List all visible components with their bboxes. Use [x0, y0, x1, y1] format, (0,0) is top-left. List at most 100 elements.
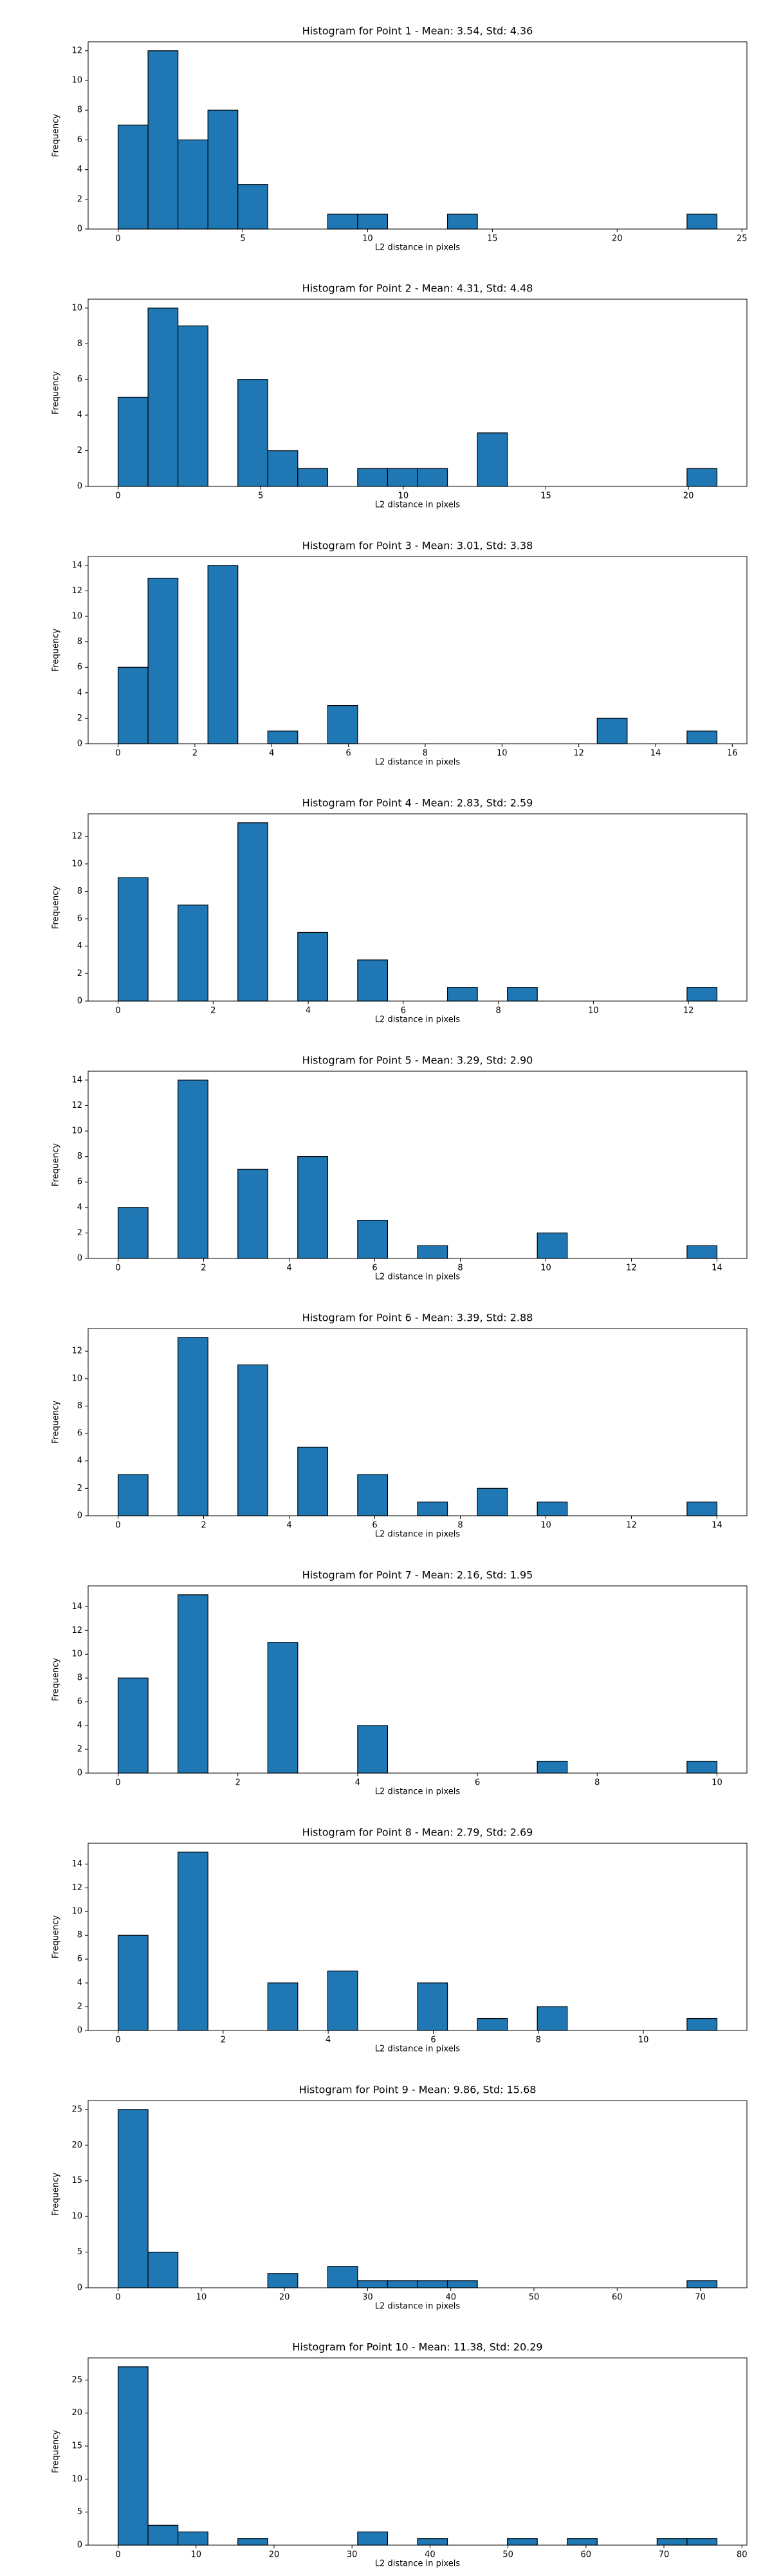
bar — [147, 308, 179, 487]
bar — [178, 1337, 208, 1516]
y-tick-label: 12 — [71, 586, 82, 596]
y-tick-label: 0 — [77, 997, 82, 1006]
bar — [237, 2538, 268, 2546]
x-tick-label: 0 — [115, 2293, 120, 2303]
chart-title: Histogram for Point 8 - Mean: 2.79, Std:… — [302, 1826, 533, 1839]
y-tick-label: 6 — [77, 135, 82, 145]
y-axis-label: Frequency — [51, 114, 61, 157]
bar — [417, 2280, 448, 2288]
y-tick-label: 10 — [71, 2474, 82, 2484]
x-tick-label: 20 — [279, 2293, 290, 2303]
x-tick-label: 50 — [502, 2550, 513, 2560]
bar — [297, 1156, 328, 1259]
bar — [357, 959, 389, 1002]
x-tick-label: 20 — [269, 2550, 280, 2560]
bar — [686, 730, 718, 744]
x-tick-label: 10 — [712, 1778, 722, 1788]
y-tick-label: 0 — [77, 1769, 82, 1778]
y-tick-label: 25 — [71, 2375, 82, 2385]
bar — [686, 1245, 718, 1259]
y-tick-label: 8 — [77, 1931, 82, 1940]
x-tick-label: 8 — [536, 2036, 541, 2045]
x-tick-label: 80 — [737, 2550, 748, 2560]
bar — [267, 450, 299, 487]
x-axis-label: L2 distance in pixels — [375, 501, 461, 510]
bar — [117, 124, 149, 230]
x-tick-label: 6 — [345, 749, 351, 759]
bar — [207, 565, 239, 744]
x-tick-label: 0 — [115, 749, 120, 759]
y-tick-label: 20 — [71, 2408, 82, 2418]
x-axis-label: L2 distance in pixels — [375, 2302, 461, 2312]
x-tick-label: 60 — [612, 2293, 623, 2303]
y-tick-label: 2 — [77, 713, 82, 723]
y-tick-label: 6 — [77, 914, 82, 924]
y-tick-label: 0 — [77, 1511, 82, 1521]
bar — [686, 987, 718, 1002]
axes-frame — [87, 299, 748, 487]
x-tick-label: 4 — [286, 1264, 291, 1273]
x-tick-label: 0 — [115, 1778, 120, 1788]
bar — [507, 2538, 538, 2546]
x-tick-label: 10 — [588, 1006, 599, 1016]
x-tick-label: 8 — [457, 1521, 463, 1531]
axes-frame — [87, 556, 748, 744]
bar — [446, 2280, 478, 2288]
bar — [656, 2538, 688, 2546]
x-tick-label: 8 — [495, 1006, 501, 1016]
x-tick-label: 40 — [445, 2293, 456, 2303]
bar — [267, 1982, 299, 2031]
y-tick-label: 0 — [77, 739, 82, 749]
bar — [686, 2538, 718, 2546]
bar — [178, 2531, 208, 2546]
y-tick-label: 10 — [71, 1907, 82, 1917]
bar — [477, 2018, 508, 2031]
x-tick-label: 0 — [115, 1264, 120, 1273]
x-tick-label: 4 — [326, 2036, 331, 2045]
bar — [387, 2280, 418, 2288]
y-axis-label: Frequency — [51, 629, 61, 672]
bar — [117, 1677, 149, 1774]
bar — [357, 1220, 389, 1259]
x-tick-label: 8 — [457, 1264, 463, 1273]
x-tick-label: 0 — [115, 1006, 120, 1016]
y-tick-label: 14 — [71, 1859, 82, 1869]
x-tick-label: 10 — [540, 1521, 551, 1531]
x-tick-label: 5 — [258, 492, 263, 501]
y-tick-label: 0 — [77, 2026, 82, 2036]
y-tick-label: 2 — [77, 969, 82, 979]
x-tick-label: 2 — [235, 1778, 241, 1788]
y-tick-label: 4 — [77, 1202, 82, 1212]
x-axis-label: L2 distance in pixels — [375, 2559, 461, 2569]
chart-title: Histogram for Point 3 - Mean: 3.01, Std:… — [302, 540, 533, 552]
bar — [117, 667, 149, 744]
bar — [417, 468, 448, 487]
x-tick-label: 10 — [398, 492, 409, 501]
x-tick-label: 30 — [347, 2550, 358, 2560]
chart-title: Histogram for Point 7 - Mean: 2.16, Std:… — [302, 1569, 533, 1581]
y-tick-label: 20 — [71, 2140, 82, 2150]
y-tick-label: 5 — [77, 2507, 82, 2517]
x-axis-label: L2 distance in pixels — [375, 1015, 461, 1025]
bar — [297, 1446, 328, 1516]
y-tick-label: 4 — [77, 688, 82, 697]
x-tick-label: 10 — [497, 749, 508, 759]
y-tick-label: 6 — [77, 1177, 82, 1187]
y-axis-label: Frequency — [51, 2430, 61, 2473]
bar — [686, 1760, 718, 1774]
y-tick-label: 15 — [71, 2176, 82, 2185]
x-tick-label: 0 — [115, 2550, 120, 2560]
bar — [207, 109, 239, 230]
x-tick-label: 8 — [594, 1778, 600, 1788]
x-tick-label: 8 — [423, 749, 428, 759]
x-axis-label: L2 distance in pixels — [375, 2045, 461, 2054]
bar — [147, 2525, 179, 2546]
bar — [117, 396, 149, 487]
chart-title: Histogram for Point 6 - Mean: 3.39, Std:… — [302, 1312, 533, 1324]
axes-frame — [87, 1585, 748, 1774]
axes-frame — [87, 41, 748, 230]
axes-frame — [87, 1843, 748, 2031]
x-tick-label: 2 — [201, 1521, 206, 1531]
y-tick-label: 10 — [71, 859, 82, 869]
y-tick-label: 0 — [77, 225, 82, 234]
